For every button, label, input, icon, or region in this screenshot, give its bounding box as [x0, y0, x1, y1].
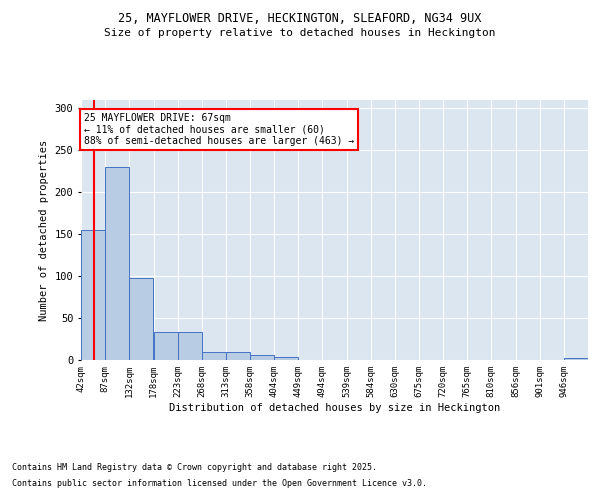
Text: 25, MAYFLOWER DRIVE, HECKINGTON, SLEAFORD, NG34 9UX: 25, MAYFLOWER DRIVE, HECKINGTON, SLEAFOR… — [118, 12, 482, 26]
Text: Contains public sector information licensed under the Open Government Licence v3: Contains public sector information licen… — [12, 478, 427, 488]
Text: Size of property relative to detached houses in Heckington: Size of property relative to detached ho… — [104, 28, 496, 38]
Bar — [105, 167, 129, 360]
Bar — [81, 230, 105, 360]
X-axis label: Distribution of detached houses by size in Heckington: Distribution of detached houses by size … — [169, 402, 500, 412]
Bar — [250, 355, 274, 360]
Bar — [274, 358, 298, 360]
Text: 25 MAYFLOWER DRIVE: 67sqm
← 11% of detached houses are smaller (60)
88% of semi-: 25 MAYFLOWER DRIVE: 67sqm ← 11% of detac… — [84, 112, 355, 146]
Bar — [154, 332, 178, 360]
Bar — [202, 352, 226, 360]
Y-axis label: Number of detached properties: Number of detached properties — [39, 140, 49, 320]
Bar — [564, 358, 588, 360]
Bar — [178, 332, 202, 360]
Bar — [226, 352, 250, 360]
Bar — [129, 278, 153, 360]
Text: Contains HM Land Registry data © Crown copyright and database right 2025.: Contains HM Land Registry data © Crown c… — [12, 464, 377, 472]
